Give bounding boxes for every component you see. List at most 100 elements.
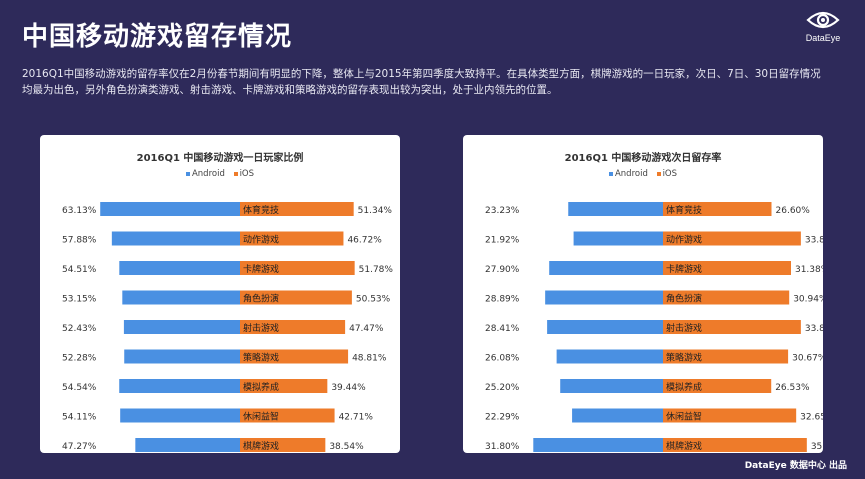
category-label: 动作游戏 [243,234,279,246]
ios-value-label: 31.38% [795,265,823,275]
bar-ios [663,349,789,364]
chart-panel-next-day-retention: 2016Q1 中国移动游戏次日留存率 Android iOS 体育竞技 23.23… [463,135,823,453]
android-value-label: 54.11% [62,413,97,423]
bar-chart-next-day-retention: 体育竞技 23.23% 26.60% 动作游戏 21.92% 33.80% 卡牌游戏 27.9… [485,202,823,452]
bar-android [123,320,240,334]
android-value-label: 63.13% [62,206,97,216]
ios-value-label: 32.65% [800,413,823,423]
android-value-label: 53.15% [62,295,97,305]
category-label: 策略游戏 [243,352,279,364]
android-value-label: 52.43% [62,324,97,334]
bar-ios [663,438,807,452]
ios-value-label: 42.71% [339,413,374,423]
ios-value-label: 26.60% [776,206,811,216]
category-label: 休闲益智 [666,411,702,423]
android-value-label: 47.27% [62,442,97,452]
legend-android-swatch [608,171,613,176]
bar-android [549,261,663,275]
category-label: 射击游戏 [666,322,702,334]
android-value-label: 22.29% [485,413,520,423]
bar-android [135,438,240,452]
legend-ios-label: iOS [662,169,678,179]
ios-value-label: 30.94% [793,295,823,305]
ios-value-label: 33.80% [805,324,823,334]
logo-text: DataEye [805,33,841,43]
ios-value-label: 50.53% [356,295,391,305]
chart-legend: Android iOS [40,169,400,179]
legend-ios-swatch [656,171,661,176]
chart-legend: Android iOS [463,169,823,179]
bar-ios [240,438,326,452]
bar-ios [663,202,772,216]
category-label: 策略游戏 [666,352,702,364]
legend-ios-label: iOS [239,169,255,179]
bar-ios [240,349,349,364]
bar-ios [240,202,354,216]
legend-ios-swatch [233,171,238,176]
bar-chart-day1-players: 体育竞技 63.13% 51.34% 动作游戏 57.88% 46.72% 卡牌游戏 54.5… [62,202,394,452]
android-value-label: 57.88% [62,236,97,246]
category-label: 棋牌游戏 [243,440,279,452]
android-value-label: 54.51% [62,265,97,275]
category-label: 卡牌游戏 [243,263,279,275]
bar-ios [663,408,797,423]
chart-title: 2016Q1 中国移动游戏次日留存率 [564,153,722,164]
page-title: 中国移动游戏留存情况 [22,22,293,52]
chart-title: 2016Q1 中国移动游戏一日玩家比例 [136,153,304,164]
android-value-label: 26.08% [485,354,520,364]
ios-value-label: 26.53% [775,383,810,393]
category-label: 模拟养成 [666,381,702,393]
dataeye-logo: DataEye [795,8,851,43]
ios-value-label: 51.78% [359,265,394,275]
legend-android-swatch [185,171,190,176]
eye-icon [806,11,840,29]
bar-android [120,408,240,423]
android-value-label: 28.41% [485,324,520,334]
bar-ios [240,379,328,393]
bar-android [572,408,663,423]
android-value-label: 52.28% [62,354,97,364]
category-label: 卡牌游戏 [666,263,702,275]
ios-value-label: 39.44% [331,383,366,393]
ios-value-label: 46.72% [347,236,382,246]
bar-ios [240,261,355,275]
ios-value-label: 47.47% [349,324,384,334]
legend-android-label: Android [191,169,225,179]
category-label: 体育竞技 [666,204,702,216]
category-label: 休闲益智 [243,411,279,423]
bar-android [124,349,240,364]
bar-android [122,290,240,305]
ios-value-label: 51.34% [358,206,393,216]
bar-android [547,320,663,334]
bar-android [573,231,663,246]
ios-value-label: 38.54% [329,442,364,452]
legend-android-label: Android [614,169,648,179]
bar-android [556,349,663,364]
category-label: 模拟养成 [243,381,279,393]
bar-ios [663,290,790,305]
category-label: 角色扮演 [666,293,702,305]
android-value-label: 21.92% [485,236,520,246]
bar-android [100,202,240,216]
chart-panel-day1-players: 2016Q1 中国移动游戏一日玩家比例 Android iOS 体育竞技 63.1… [40,135,400,453]
bar-ios [663,231,801,246]
bar-ios [663,379,772,393]
bar-ios [663,261,791,275]
android-value-label: 31.80% [485,442,520,452]
category-label: 射击游戏 [243,322,279,334]
bar-android [111,231,240,246]
bar-ios [240,290,352,305]
category-label: 体育竞技 [243,204,279,216]
category-label: 棋牌游戏 [666,440,702,452]
bar-android [568,202,663,216]
bar-ios [663,320,801,334]
footer-credit: DataEye 数据中心 出品 [744,461,847,471]
category-label: 角色扮演 [243,293,279,305]
bar-android [119,261,240,275]
bar-ios [240,408,335,423]
category-label: 动作游戏 [666,234,702,246]
bar-android [119,379,240,393]
description-text: 2016Q1中国移动游戏的留存率仅在2月份春节期间有明显的下降，整体上与2015… [22,68,821,96]
bar-ios [240,231,344,246]
android-value-label: 54.54% [62,383,97,393]
